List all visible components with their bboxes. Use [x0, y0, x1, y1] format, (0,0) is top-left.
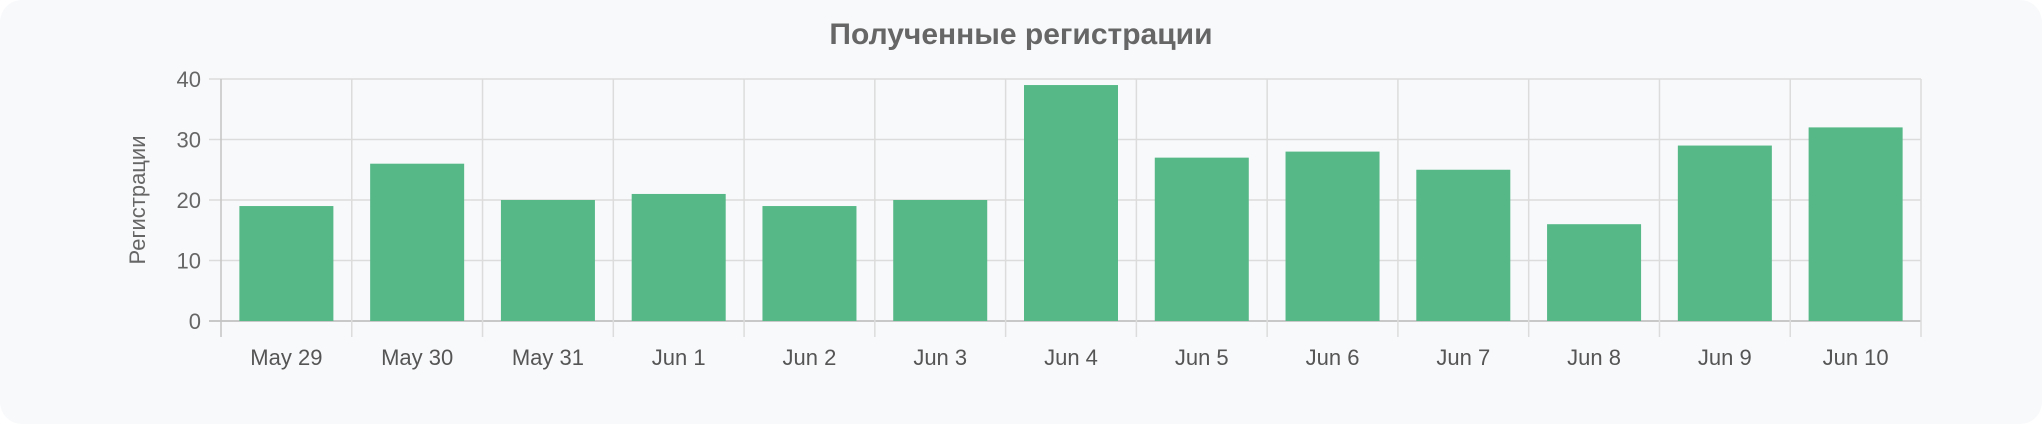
x-tick-label: Jun 4: [1044, 345, 1098, 370]
y-tick-label: 10: [177, 249, 201, 274]
bar-jun-10[interactable]: [1808, 127, 1903, 322]
y-axis-label: Регистрации: [125, 136, 150, 265]
chart-title: Полученные регистрации: [829, 18, 1213, 51]
x-tick-label: Jun 10: [1823, 345, 1889, 370]
bar-jun-3[interactable]: [893, 200, 988, 321]
y-tick-label: 30: [177, 128, 201, 153]
x-tick-label: Jun 8: [1567, 345, 1621, 370]
bar-jun-4[interactable]: [1024, 85, 1118, 321]
bars: [239, 85, 1903, 322]
bar-jun-6[interactable]: [1285, 151, 1380, 321]
x-tick-label: Jun 2: [783, 345, 837, 370]
x-tick-label: Jun 1: [652, 345, 706, 370]
bar-may-29[interactable]: [239, 206, 334, 321]
bar-jun-7[interactable]: [1416, 169, 1511, 321]
bar-jun-9[interactable]: [1677, 145, 1772, 321]
y-tick-label: 20: [177, 188, 201, 213]
bar-jun-2[interactable]: [762, 206, 857, 321]
x-tick-label: Jun 3: [913, 345, 967, 370]
bar-jun-1[interactable]: [631, 193, 726, 321]
axes: 0 10 20 30 40 May 29 May 30 May 31 Jun 1 Jun 2 Jun…: [177, 67, 1889, 370]
bar-jun-8[interactable]: [1547, 224, 1642, 321]
x-tick-label: Jun 6: [1306, 345, 1360, 370]
grid: [209, 78, 1922, 337]
bar-jun-5[interactable]: [1154, 157, 1249, 321]
x-tick-label: Jun 5: [1175, 345, 1229, 370]
y-tick-label: 0: [189, 309, 201, 334]
x-tick-label: May 29: [250, 345, 322, 370]
x-tick-label: May 31: [512, 345, 584, 370]
x-tick-label: May 30: [381, 345, 453, 370]
bar-may-30[interactable]: [370, 163, 465, 321]
y-tick-label: 40: [177, 67, 201, 92]
x-tick-label: Jun 7: [1436, 345, 1490, 370]
bar-may-31[interactable]: [500, 200, 595, 321]
x-tick-label: Jun 9: [1698, 345, 1752, 370]
